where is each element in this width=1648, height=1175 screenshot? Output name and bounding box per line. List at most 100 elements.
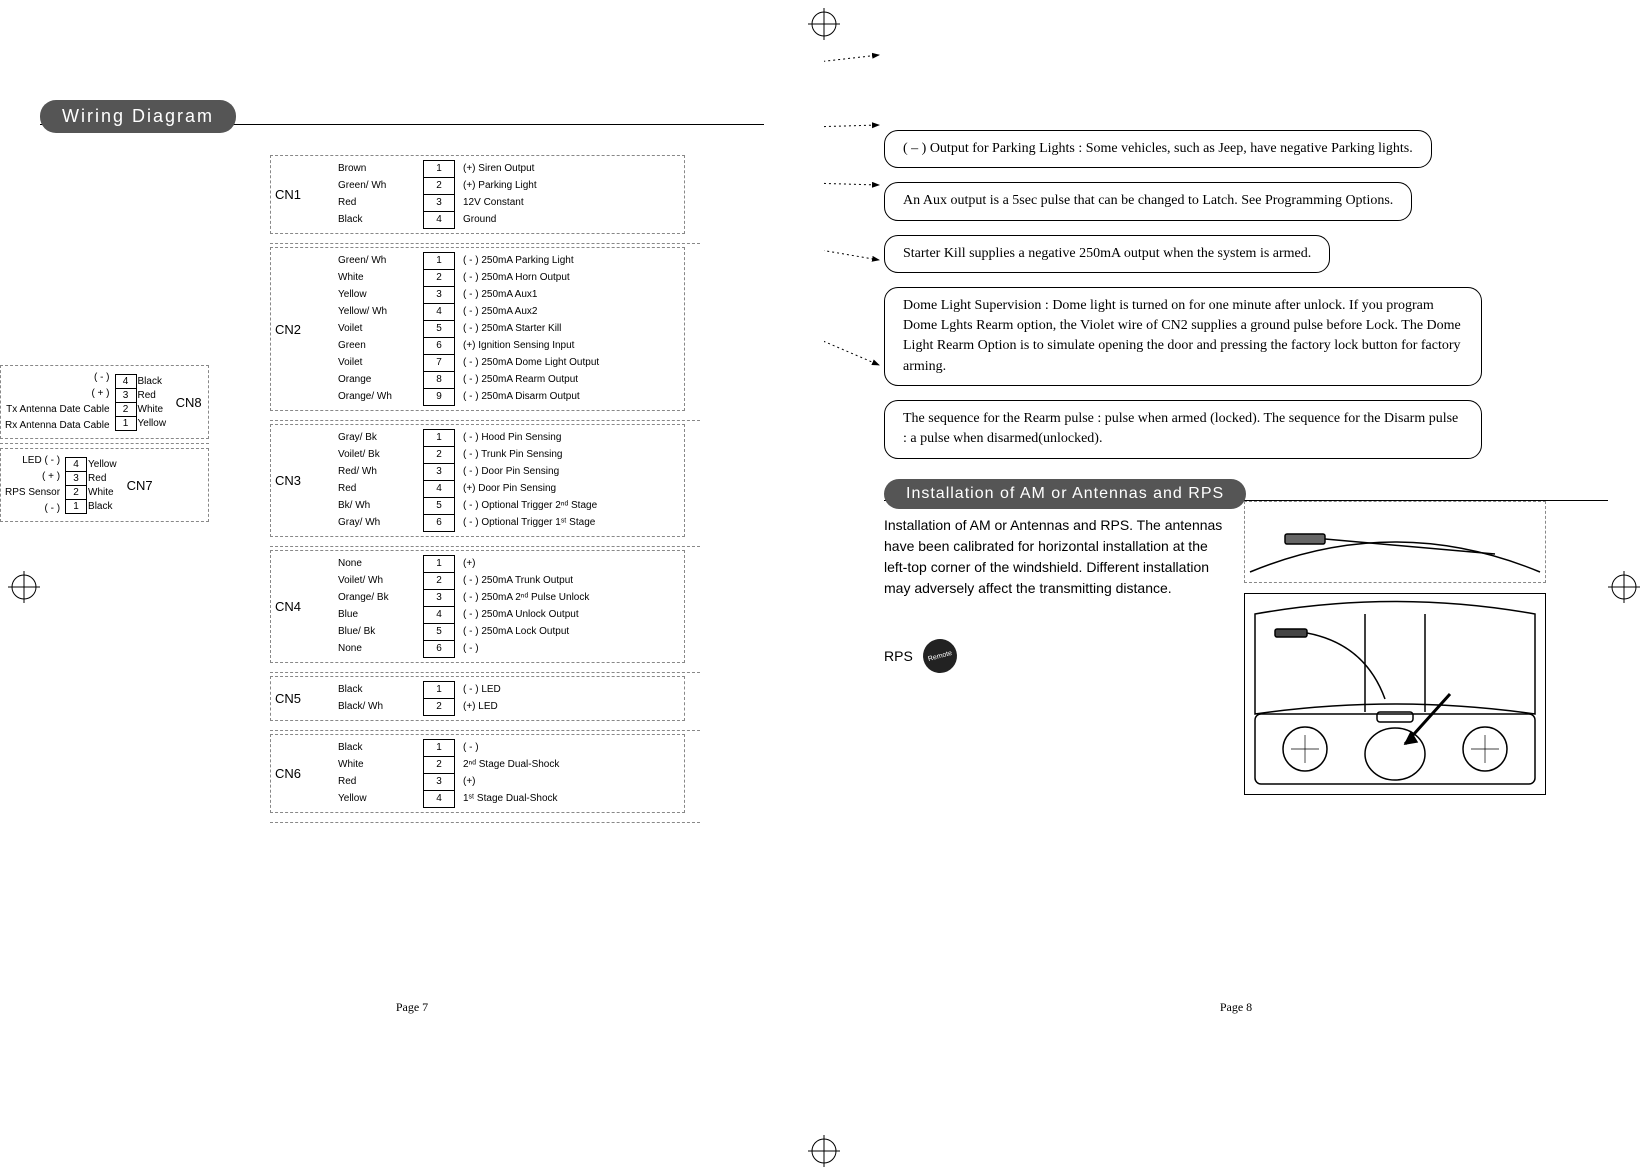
wire-num: 1 <box>424 682 455 699</box>
wire-color: Voilet/ Bk <box>333 447 424 464</box>
wire-color: Red <box>333 195 424 212</box>
cn3-label: CN3 <box>275 473 333 488</box>
wire-desc: ( - ) 250mA Rearm Output <box>455 372 679 389</box>
wire-desc: ( - ) 250mA Parking Light <box>455 253 679 270</box>
wire-num: 2 <box>424 270 455 287</box>
wire-num: 3 <box>424 464 455 481</box>
wire-num: 9 <box>424 389 455 406</box>
cn7-num-1: 3 <box>66 471 87 485</box>
wire-desc: (+) <box>455 556 679 573</box>
wire-desc: ( - ) Optional Trigger 2ⁿᵈ Stage <box>455 498 679 515</box>
cn1-label: CN1 <box>275 187 333 202</box>
cn5-table: Black1( - ) LEDBlack/ Wh2(+) LED <box>333 681 678 716</box>
wire-num: 4 <box>424 791 455 808</box>
antenna-illustration <box>1244 501 1546 583</box>
wire-color: Black <box>333 212 424 229</box>
wire-desc: ( - ) 250mA 2ⁿᵈ Pulse Unlock <box>455 590 679 607</box>
note-3: Dome Light Supervision : Dome light is t… <box>884 287 1482 386</box>
wiring-header: Wiring Diagram <box>40 100 236 133</box>
cn8-num-3: 1 <box>115 416 136 430</box>
wire-color: Brown <box>333 161 424 178</box>
wire-num: 2 <box>424 447 455 464</box>
cn2-label: CN2 <box>275 322 333 337</box>
wire-color: Green/ Wh <box>333 253 424 270</box>
table-row: Blue4( - ) 250mA Unlock Output <box>333 607 678 624</box>
wire-desc: Ground <box>455 212 679 229</box>
wire-desc: ( - ) 250mA Aux2 <box>455 304 679 321</box>
right-page: ( – ) Output for Parking Lights : Some v… <box>824 0 1648 1175</box>
cn2-block: CN2Green/ Wh1( - ) 250mA Parking LightWh… <box>270 247 685 411</box>
page-container: Wiring Diagram ( - ) ( + ) Tx Antenna Da… <box>0 0 1648 1175</box>
wire-color: Red <box>333 774 424 791</box>
cn3-table: Gray/ Bk1( - ) Hood Pin SensingVoilet/ B… <box>333 429 678 532</box>
page-num-left: Page 7 <box>396 1000 428 1015</box>
wire-num: 1 <box>424 556 455 573</box>
wire-desc: ( - ) Door Pin Sensing <box>455 464 679 481</box>
wiring-area: ( - ) ( + ) Tx Antenna Date Cable Rx Ant… <box>110 155 764 823</box>
table-row: Orange/ Wh9( - ) 250mA Disarm Output <box>333 389 678 406</box>
wire-num: 8 <box>424 372 455 389</box>
wire-num: 5 <box>424 498 455 515</box>
install-text: Installation of AM or Antennas and RPS. … <box>884 515 1224 599</box>
wire-desc: ( - ) 250mA Disarm Output <box>455 389 679 406</box>
wire-desc: ( - ) 250mA Aux1 <box>455 287 679 304</box>
wire-desc: (+) Siren Output <box>455 161 679 178</box>
table-row: Blue/ Bk5( - ) 250mA Lock Output <box>333 624 678 641</box>
cn7-col-1: Red <box>87 471 119 485</box>
cn7-num-0: 4 <box>66 457 87 471</box>
wire-desc: 2ⁿᵈ Stage Dual-Shock <box>455 757 679 774</box>
wire-desc: (+) Parking Light <box>455 178 679 195</box>
cn4-block: CN4None1(+)Voilet/ Wh2( - ) 250mA Trunk … <box>270 550 685 663</box>
wire-num: 6 <box>424 338 455 355</box>
dashboard-illustration <box>1244 593 1546 795</box>
wire-desc: ( - ) Trunk Pin Sensing <box>455 447 679 464</box>
cn3-block: CN3Gray/ Bk1( - ) Hood Pin SensingVoilet… <box>270 424 685 537</box>
cn8-side-0: ( - ) <box>5 370 110 386</box>
table-row: Red3(+) <box>333 774 678 791</box>
wire-num: 2 <box>424 699 455 716</box>
wire-color: Black <box>333 740 424 757</box>
wire-color: Orange <box>333 372 424 389</box>
table-row: White2( - ) 250mA Horn Output <box>333 270 678 287</box>
cn5-block: CN5Black1( - ) LEDBlack/ Wh2(+) LED <box>270 676 685 721</box>
wire-desc: ( - ) LED <box>455 682 679 699</box>
wire-desc: (+) LED <box>455 699 679 716</box>
table-row: Green/ Wh1( - ) 250mA Parking Light <box>333 253 678 270</box>
cn7-col-3: Black <box>87 499 119 513</box>
wire-desc: ( - ) 250mA Horn Output <box>455 270 679 287</box>
wire-desc: 12V Constant <box>455 195 679 212</box>
wire-num: 3 <box>424 774 455 791</box>
table-row: Red/ Wh3( - ) Door Pin Sensing <box>333 464 678 481</box>
wire-color: Black <box>333 682 424 699</box>
wire-color: Bk/ Wh <box>333 498 424 515</box>
cn8-side-1: ( + ) <box>5 386 110 402</box>
cn8-label: CN8 <box>168 395 202 410</box>
wire-color: Blue/ Bk <box>333 624 424 641</box>
cn7-num-2: 2 <box>66 485 87 499</box>
table-row: Red312V Constant <box>333 195 678 212</box>
note-0: ( – ) Output for Parking Lights : Some v… <box>884 130 1432 168</box>
rps-knob-icon: Remote <box>919 635 961 677</box>
wire-num: 6 <box>424 641 455 658</box>
wire-color: White <box>333 270 424 287</box>
wire-color: White <box>333 757 424 774</box>
cn4-table: None1(+)Voilet/ Wh2( - ) 250mA Trunk Out… <box>333 555 678 658</box>
cn8-num-1: 3 <box>115 388 136 402</box>
cn7-side-3: ( - ) <box>5 501 60 517</box>
cn2-table: Green/ Wh1( - ) 250mA Parking LightWhite… <box>333 252 678 406</box>
cn7-col-0: Yellow <box>87 457 119 471</box>
wire-desc: ( - ) 250mA Trunk Output <box>455 573 679 590</box>
cn6-block: CN6Black1( - )White22ⁿᵈ Stage Dual-Shock… <box>270 734 685 813</box>
left-page: Wiring Diagram ( - ) ( + ) Tx Antenna Da… <box>0 0 824 1175</box>
wire-num: 1 <box>424 161 455 178</box>
table-row: Gray/ Bk1( - ) Hood Pin Sensing <box>333 430 678 447</box>
table-row: Brown1(+) Siren Output <box>333 161 678 178</box>
wire-num: 2 <box>424 178 455 195</box>
wire-num: 3 <box>424 590 455 607</box>
cn8-col-3: Yellow <box>136 416 167 430</box>
wire-color: Gray/ Wh <box>333 515 424 532</box>
wire-color: Green/ Wh <box>333 178 424 195</box>
wire-desc: ( - ) Optional Trigger 1ˢᵗ Stage <box>455 515 679 532</box>
table-row: Black/ Wh2(+) LED <box>333 699 678 716</box>
table-row: None1(+) <box>333 556 678 573</box>
